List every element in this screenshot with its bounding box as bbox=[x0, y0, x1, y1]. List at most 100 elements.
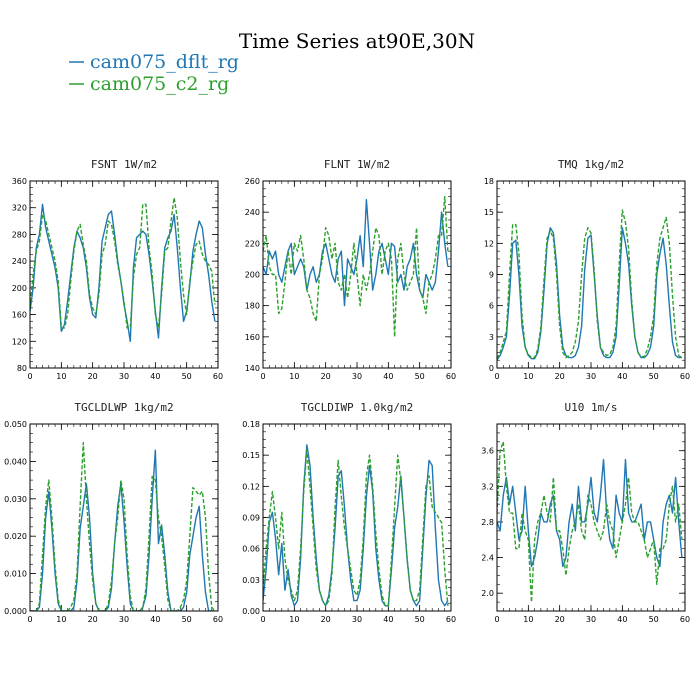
y-tick-label: 3.2 bbox=[481, 482, 494, 491]
y-tick-label: 0.03 bbox=[242, 576, 260, 585]
panel-frame bbox=[262, 423, 452, 612]
series-line-c2 bbox=[497, 209, 683, 359]
panel-title-fsnt: FSNT 1W/m2 bbox=[91, 158, 157, 171]
y-tick-label: 3.6 bbox=[481, 447, 494, 456]
x-tick-label: 40 bbox=[383, 372, 393, 381]
y-tick-label: 120 bbox=[12, 337, 27, 346]
x-tick-label: 10 bbox=[56, 615, 66, 624]
x-tick-label: 20 bbox=[555, 615, 565, 624]
panel-title-tgcldiwp: TGCLDIWP 1.0kg/m2 bbox=[301, 401, 414, 414]
y-tick-label: 0.020 bbox=[4, 532, 27, 541]
x-tick-label: 30 bbox=[352, 372, 362, 381]
panel-frame bbox=[496, 423, 686, 612]
y-tick-label: 0.12 bbox=[242, 482, 260, 491]
x-tick-label: 30 bbox=[586, 615, 596, 624]
x-tick-label: 50 bbox=[649, 372, 659, 381]
x-tick-label: 10 bbox=[523, 615, 533, 624]
panel-frame bbox=[29, 423, 219, 612]
y-tick-label: 240 bbox=[12, 257, 27, 266]
x-tick-label: 10 bbox=[523, 372, 533, 381]
panel-title-tgcldlwp: TGCLDLWP 1kg/m2 bbox=[74, 401, 173, 414]
y-tick-label: 0.000 bbox=[4, 607, 27, 616]
panel-frame bbox=[262, 180, 452, 369]
y-tick-label: 0.00 bbox=[242, 607, 260, 616]
x-tick-label: 10 bbox=[289, 372, 299, 381]
y-tick-label: 260 bbox=[245, 177, 260, 186]
x-tick-label: 0 bbox=[260, 372, 265, 381]
y-tick-label: 0 bbox=[489, 364, 494, 373]
panel-tgcldiwp: TGCLDIWP 1.0kg/m2 0 10 20 30 40 50 60 0.00 0.03 0.… bbox=[242, 401, 456, 624]
y-tick-label: 12 bbox=[484, 239, 494, 248]
series-line-dflt bbox=[497, 458, 683, 568]
x-tick-label: 10 bbox=[289, 615, 299, 624]
y-tick-label: 2.4 bbox=[481, 554, 494, 563]
x-tick-label: 60 bbox=[213, 615, 223, 624]
panel-flnt: FLNT 1W/m2 0 10 20 30 40 50 60 140 160 180 200 220 24… bbox=[245, 158, 456, 381]
y-tick-label: 80 bbox=[17, 364, 27, 373]
y-tick-label: 2.8 bbox=[481, 518, 494, 527]
y-tick-label: 6 bbox=[489, 302, 494, 311]
panel-fsnt: FSNT 1W/m2 0 10 20 30 40 50 60 80 120 160 200 240 280… bbox=[12, 158, 223, 381]
x-tick-label: 20 bbox=[88, 615, 98, 624]
y-tick-label: 320 bbox=[12, 204, 27, 213]
y-tick-label: 0.030 bbox=[4, 495, 27, 504]
x-tick-label: 60 bbox=[680, 372, 690, 381]
y-tick-label: 180 bbox=[245, 302, 260, 311]
legend-label-c2: cam075_c2_rg bbox=[90, 73, 229, 95]
y-tick-label: 15 bbox=[484, 208, 494, 217]
x-tick-label: 30 bbox=[586, 372, 596, 381]
y-tick-label: 140 bbox=[245, 364, 260, 373]
x-tick-label: 40 bbox=[150, 372, 160, 381]
y-tick-label: 0.010 bbox=[4, 570, 27, 579]
panel-tmq: TMQ 1kg/m2 0 10 20 30 40 50 60 0 3 6 9 12 15 18 bbox=[484, 158, 690, 381]
x-tick-label: 0 bbox=[27, 372, 32, 381]
x-tick-label: 20 bbox=[321, 372, 331, 381]
series-line-dflt bbox=[497, 227, 682, 361]
y-tick-label: 200 bbox=[12, 284, 27, 293]
figure-title: Time Series at90E,30N bbox=[239, 29, 475, 53]
x-tick-label: 60 bbox=[446, 615, 456, 624]
panel-title-u10: U10 1m/s bbox=[565, 401, 618, 414]
x-tick-label: 0 bbox=[494, 372, 499, 381]
x-tick-label: 10 bbox=[56, 372, 66, 381]
x-tick-label: 20 bbox=[88, 372, 98, 381]
series-line-dflt bbox=[30, 449, 215, 611]
y-tick-label: 18 bbox=[484, 177, 494, 186]
x-tick-label: 50 bbox=[182, 372, 192, 381]
panel-title-tmq: TMQ 1kg/m2 bbox=[558, 158, 624, 171]
x-tick-label: 30 bbox=[119, 615, 129, 624]
x-tick-label: 0 bbox=[494, 615, 499, 624]
series-line-c2 bbox=[263, 449, 449, 607]
x-tick-label: 20 bbox=[321, 615, 331, 624]
legend: cam075_dflt_rg cam075_c2_rg bbox=[69, 51, 239, 95]
x-tick-label: 40 bbox=[383, 615, 393, 624]
x-tick-label: 0 bbox=[260, 615, 265, 624]
y-tick-label: 160 bbox=[12, 311, 27, 320]
series-line-dflt bbox=[263, 444, 449, 607]
series-line-c2 bbox=[30, 442, 216, 611]
y-tick-label: 3 bbox=[489, 333, 494, 342]
x-tick-label: 60 bbox=[680, 615, 690, 624]
y-tick-label: 0.09 bbox=[242, 514, 260, 523]
panel-frame bbox=[29, 180, 219, 369]
y-tick-label: 2.0 bbox=[481, 589, 494, 598]
y-tick-label: 280 bbox=[12, 230, 27, 239]
x-tick-label: 30 bbox=[352, 615, 362, 624]
y-tick-label: 0.040 bbox=[4, 457, 27, 466]
y-tick-label: 9 bbox=[489, 271, 494, 280]
panels: FSNT 1W/m20 10 20 30 40 50 6080120160200240280… bbox=[4, 158, 690, 624]
y-tick-label: 160 bbox=[245, 333, 260, 342]
x-tick-label: 40 bbox=[150, 615, 160, 624]
series-line-c2 bbox=[30, 196, 216, 329]
y-tick-label: 0.050 bbox=[4, 420, 27, 429]
panel-title-flnt: FLNT 1W/m2 bbox=[324, 158, 390, 171]
x-tick-label: 30 bbox=[119, 372, 129, 381]
y-tick-label: 240 bbox=[245, 208, 260, 217]
x-tick-label: 40 bbox=[617, 372, 627, 381]
x-tick-label: 40 bbox=[617, 615, 627, 624]
y-tick-label: 0.06 bbox=[242, 545, 260, 554]
x-tick-label: 20 bbox=[555, 372, 565, 381]
legend-label-dflt: cam075_dflt_rg bbox=[90, 51, 239, 73]
